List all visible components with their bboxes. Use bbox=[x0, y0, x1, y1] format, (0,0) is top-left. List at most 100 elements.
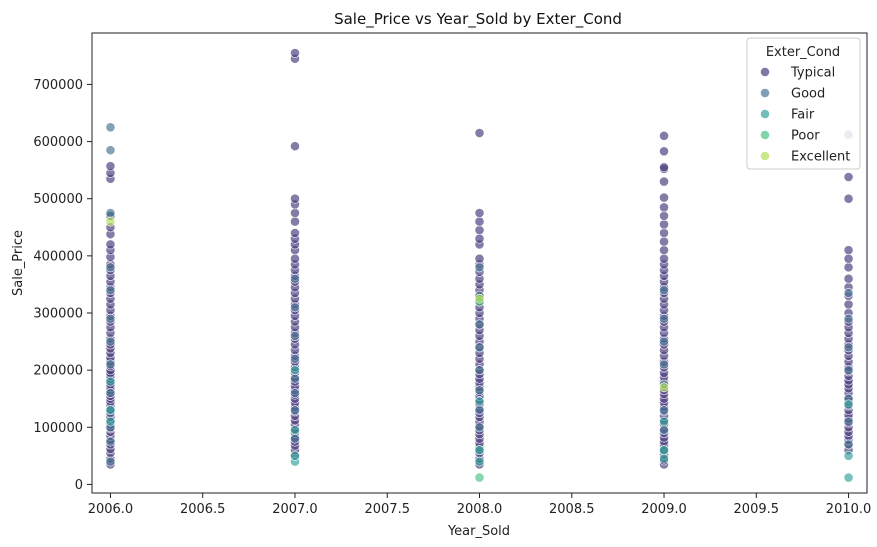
point-fair-6 bbox=[290, 365, 300, 376]
point-typical-95 bbox=[290, 253, 300, 264]
y-tick-label-2: 200000 bbox=[33, 364, 83, 379]
point-typical-106 bbox=[290, 48, 300, 58]
x-tick-label-2: 2007.0 bbox=[272, 502, 318, 517]
point-excellent-1 bbox=[474, 293, 485, 304]
y-tick-label-3: 300000 bbox=[33, 307, 83, 322]
plot-points bbox=[105, 48, 854, 483]
point-good-27 bbox=[474, 342, 485, 353]
point-fair-8 bbox=[474, 445, 485, 456]
y-tick-label-6: 600000 bbox=[33, 135, 83, 150]
point-fair-0 bbox=[105, 416, 116, 427]
legend-label-good: Good bbox=[791, 87, 825, 102]
legend-marker-poor bbox=[760, 130, 770, 140]
legend-label-fair: Fair bbox=[791, 108, 815, 123]
y-tick-label-0: 0 bbox=[75, 478, 83, 493]
x-tick-label-6: 2009.0 bbox=[641, 502, 687, 517]
x-tick-label-1: 2006.5 bbox=[180, 502, 226, 517]
point-typical-198 bbox=[659, 219, 669, 230]
point-good-5 bbox=[105, 359, 116, 370]
point-good-15 bbox=[290, 405, 300, 416]
y-tick-label-4: 400000 bbox=[33, 249, 83, 264]
legend-title: Exter_Cond bbox=[766, 45, 840, 60]
point-typical-103 bbox=[290, 193, 300, 204]
point-typical-241 bbox=[843, 253, 854, 264]
point-good-42 bbox=[843, 365, 854, 376]
point-good-33 bbox=[659, 405, 669, 416]
x-tick-label-8: 2010.0 bbox=[826, 502, 872, 517]
point-good-35 bbox=[659, 359, 669, 370]
point-fair-5 bbox=[290, 425, 300, 436]
point-good-40 bbox=[843, 416, 854, 427]
point-good-25 bbox=[474, 385, 485, 396]
point-typical-104 bbox=[290, 141, 300, 152]
legend-box bbox=[746, 37, 861, 170]
point-typical-147 bbox=[474, 253, 485, 264]
point-good-37 bbox=[659, 313, 669, 324]
y-tick-label-1: 100000 bbox=[33, 421, 83, 436]
x-axis-title: Year_Sold bbox=[447, 524, 510, 539]
point-fair-14 bbox=[843, 472, 854, 483]
point-typical-100 bbox=[290, 216, 300, 227]
point-typical-197 bbox=[659, 228, 669, 238]
point-typical-101 bbox=[290, 208, 300, 218]
y-tick-label-5: 500000 bbox=[33, 192, 83, 207]
point-good-28 bbox=[474, 319, 485, 330]
point-typical-153 bbox=[474, 128, 485, 138]
point-typical-151 bbox=[474, 216, 485, 227]
point-good-0 bbox=[105, 456, 116, 467]
point-typical-202 bbox=[659, 176, 669, 187]
point-typical-206 bbox=[659, 130, 669, 141]
point-typical-236 bbox=[843, 299, 854, 310]
point-fair-2 bbox=[105, 376, 116, 387]
point-typical-199 bbox=[659, 210, 669, 221]
point-good-43 bbox=[843, 342, 854, 353]
legend-marker-good bbox=[760, 88, 770, 98]
legend-label-poor: Poor bbox=[791, 129, 820, 144]
point-typical-200 bbox=[659, 202, 669, 213]
point-typical-205 bbox=[659, 146, 669, 157]
point-typical-243 bbox=[843, 193, 854, 204]
point-typical-149 bbox=[474, 233, 485, 244]
y-axis-ticks: 0 100000 200000 300000 400000 500000 600000 700… bbox=[33, 78, 92, 493]
point-typical-201 bbox=[659, 192, 669, 203]
point-good-21 bbox=[290, 273, 300, 284]
point-fair-12 bbox=[659, 416, 669, 427]
legend-label-typical: Typical bbox=[790, 66, 835, 81]
point-good-38 bbox=[659, 285, 669, 296]
chart-title: Sale_Price vs Year_Sold by Exter_Cond bbox=[334, 10, 622, 29]
point-good-20 bbox=[290, 302, 300, 313]
point-typical-150 bbox=[474, 225, 485, 236]
point-typical-196 bbox=[659, 236, 669, 247]
point-fair-1 bbox=[105, 405, 116, 416]
x-tick-label-7: 2009.5 bbox=[734, 502, 780, 517]
legend-marker-typical bbox=[760, 67, 770, 77]
point-typical-49 bbox=[105, 239, 116, 250]
point-good-9 bbox=[105, 262, 116, 273]
point-good-23 bbox=[474, 422, 485, 433]
legend-items: Typical Good Fair Poor Excellent bbox=[760, 66, 850, 165]
point-good-12 bbox=[105, 145, 116, 156]
point-good-4 bbox=[105, 388, 116, 398]
point-good-19 bbox=[290, 330, 300, 341]
point-fair-7 bbox=[474, 456, 485, 467]
point-good-6 bbox=[105, 336, 116, 347]
y-tick-label-7: 700000 bbox=[33, 78, 83, 93]
point-good-17 bbox=[290, 373, 300, 384]
point-fair-13 bbox=[843, 450, 854, 461]
point-good-24 bbox=[474, 405, 485, 416]
point-fair-9 bbox=[474, 396, 485, 407]
point-fair-11 bbox=[659, 445, 669, 456]
legend-marker-excellent bbox=[760, 151, 770, 161]
point-good-30 bbox=[474, 262, 485, 273]
point-typical-194 bbox=[659, 253, 669, 264]
point-typical-244 bbox=[843, 172, 854, 182]
point-good-36 bbox=[659, 336, 669, 347]
point-typical-240 bbox=[843, 262, 854, 273]
x-tick-label-5: 2008.5 bbox=[549, 502, 595, 517]
x-tick-label-4: 2008.0 bbox=[457, 502, 503, 517]
point-good-8 bbox=[105, 285, 116, 296]
point-typical-239 bbox=[843, 273, 854, 284]
point-excellent-0 bbox=[105, 216, 116, 227]
point-good-14 bbox=[290, 433, 300, 444]
